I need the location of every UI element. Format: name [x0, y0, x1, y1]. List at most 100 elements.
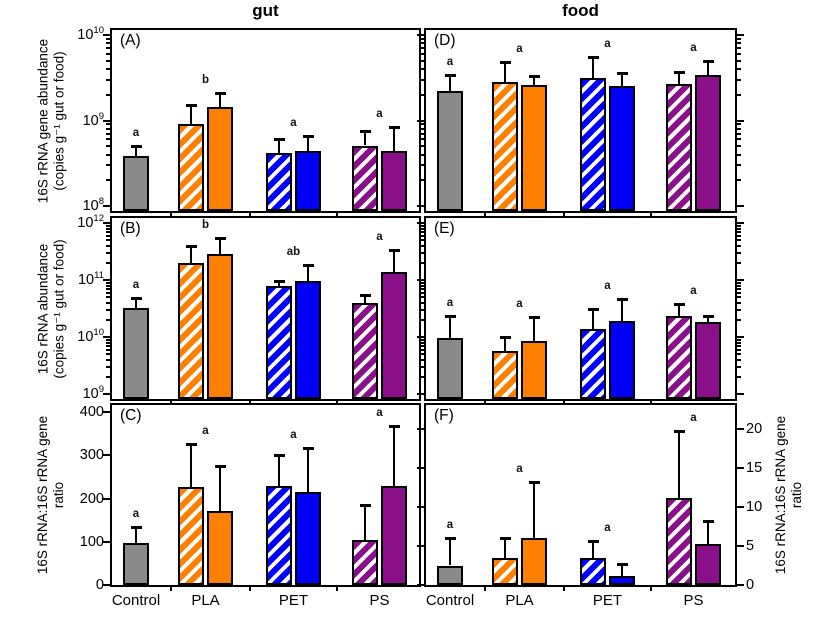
y-tick-minor: [737, 353, 741, 356]
y-tick-minor: [737, 93, 741, 96]
y-tick-minor: [106, 52, 110, 55]
x-tick: [483, 587, 486, 591]
y-tick-minor: [420, 353, 424, 356]
y-tick-major: [103, 222, 110, 224]
error-bar-cap: [359, 294, 371, 298]
y-tick-minor: [106, 227, 110, 230]
y-tick-minor: [106, 284, 110, 287]
y-tick-minor: [420, 132, 424, 135]
error-bar-cap: [185, 442, 197, 446]
error-bar-cap: [499, 61, 511, 65]
y-tick-minor: [737, 344, 741, 347]
y-tick-minor: [737, 47, 741, 50]
y-tick-major: [417, 222, 424, 224]
sig-letter: a: [132, 507, 140, 520]
y-tick-major: [417, 205, 424, 207]
bar-ps-solid: [381, 271, 407, 399]
bar-pet-hatched: [266, 286, 292, 399]
y-tick-label: 300: [79, 447, 104, 464]
y-tick-minor: [737, 287, 741, 290]
y-tick-minor: [737, 59, 741, 62]
y-tick-label: 1010: [77, 327, 104, 345]
y-tick-major: [103, 336, 110, 338]
x-category-label-pla: PLA: [505, 592, 534, 609]
error-bar-cap: [702, 520, 714, 524]
bar-ps-solid: [695, 75, 721, 211]
y-tick-label: 400: [79, 404, 104, 420]
y-tick-minor: [420, 145, 424, 148]
y-tick-minor: [737, 37, 741, 40]
y-tick-minor: [106, 353, 110, 356]
y-tick-minor: [737, 68, 741, 71]
y-tick-minor: [420, 318, 424, 321]
y-tick-minor: [106, 127, 110, 130]
bar-pet-solid: [295, 492, 321, 585]
error-bar-line: [393, 126, 395, 151]
y-tick-minor: [737, 239, 741, 242]
x-tick: [169, 213, 172, 217]
sig-letter: b: [201, 73, 210, 86]
y-tick-label: 100: [79, 533, 104, 550]
error-bar-line: [504, 337, 506, 351]
y-tick-major: [103, 119, 110, 122]
y-tick-major: [417, 506, 424, 508]
y-tick-major: [417, 34, 424, 36]
error-bar-line: [278, 280, 280, 287]
panel-f: (F) a a a a: [417, 403, 744, 591]
y-tick-minor: [106, 68, 110, 71]
y-tick-minor: [106, 153, 110, 156]
y-tick-minor: [106, 47, 110, 50]
y-tick-minor: [737, 308, 741, 311]
y-tick-minor: [737, 281, 741, 284]
y-tick-minor: [420, 296, 424, 299]
y-tick-minor: [420, 138, 424, 141]
y-tick-minor: [737, 365, 741, 368]
y-tick-major: [737, 279, 744, 281]
y-tick-minor: [106, 224, 110, 227]
y-tick-label: 0: [95, 577, 104, 593]
error-bar-cap: [388, 125, 400, 129]
y-axis-label-line: (copies g⁻¹ gut or food): [51, 238, 66, 379]
bar-pla-solid: [521, 341, 547, 399]
y-tick-minor: [420, 261, 424, 264]
y-tick-minor: [106, 230, 110, 233]
bar-pet-hatched: [266, 486, 292, 585]
y-tick-minor: [737, 261, 741, 264]
error-bar-cap: [616, 562, 628, 566]
y-tick-minor: [737, 179, 741, 182]
column-title-gut: gut: [252, 1, 279, 20]
y-tick-major: [103, 454, 110, 457]
bar-pla-hatched: [178, 262, 204, 399]
y-tick-minor: [737, 230, 741, 233]
y-tick-minor: [737, 42, 741, 45]
y-tick-label: 109: [82, 110, 104, 129]
bar-pet-solid: [609, 86, 635, 211]
y-tick-label: 5: [746, 538, 755, 554]
sig-letter: a: [690, 42, 697, 55]
error-bar-line: [393, 426, 395, 487]
sig-letter: a: [690, 411, 697, 424]
y-tick-minor: [420, 230, 424, 233]
sig-letter: a: [516, 43, 523, 56]
y-tick-minor: [106, 291, 110, 294]
error-bar-line: [135, 526, 137, 544]
y-tick-major: [737, 467, 744, 469]
sig-letter: a: [446, 56, 454, 69]
y-tick-major: [417, 279, 424, 281]
x-tick: [335, 587, 338, 591]
bar-pla-solid: [207, 511, 233, 585]
panel-label: (A): [120, 32, 141, 49]
y-tick-minor: [420, 344, 424, 347]
error-bar-cap: [587, 56, 599, 60]
x-tick: [248, 213, 251, 217]
error-bar-cap: [214, 236, 226, 240]
bar-pet-solid: [295, 281, 321, 399]
y-tick-minor: [420, 164, 424, 167]
y-tick-minor: [420, 341, 424, 344]
error-bar-line: [190, 245, 192, 263]
y-tick-major: [737, 428, 744, 430]
y-tick-minor: [420, 93, 424, 96]
panel-c: (C) a a a a: [103, 403, 421, 591]
sig-letter: a: [516, 298, 523, 311]
